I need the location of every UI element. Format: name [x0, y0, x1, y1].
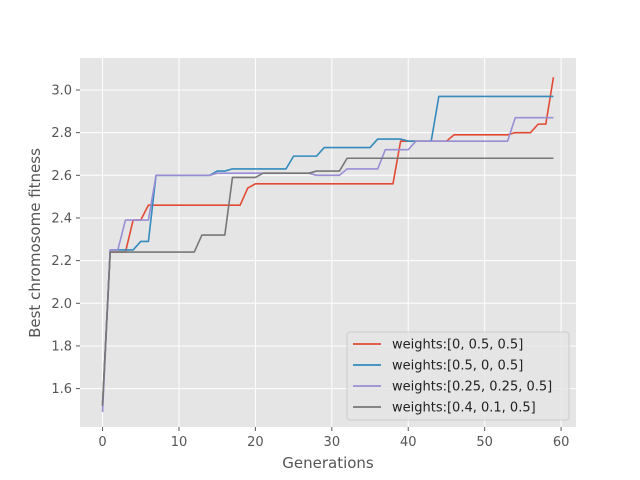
legend-label-2: weights:[0.5, 0, 0.5] [392, 359, 523, 374]
y-tick-label: 1.8 [51, 339, 72, 354]
y-tick-label: 2.2 [51, 254, 72, 269]
y-axis-label: Best chromosome fitness [26, 148, 44, 338]
y-tick-label: 2.8 [51, 126, 72, 141]
x-tick-label: 10 [171, 435, 188, 450]
y-tick-label: 2.6 [51, 169, 72, 184]
series-line-2 [101, 95, 554, 406]
series-line-4 [101, 157, 554, 406]
x-tick-label: 30 [324, 435, 341, 450]
y-tick-label: 1.6 [51, 382, 72, 397]
x-tick-label: 20 [247, 435, 264, 450]
y-tick-label: 2.4 [51, 211, 72, 226]
x-tick-label: 60 [553, 435, 570, 450]
x-tick-label: 40 [400, 435, 417, 450]
x-axis-ticks: 0 10 20 30 40 50 60 [98, 427, 569, 450]
y-tick-label: 2.0 [51, 297, 72, 312]
x-tick-label: 50 [476, 435, 493, 450]
x-axis-label: Generations [282, 454, 374, 472]
legend-box [346, 331, 570, 421]
legend: weights:[0, 0.5, 0.5] weights:[0.5, 0, 0.… [346, 331, 570, 421]
x-tick-label: 0 [98, 435, 106, 450]
series-layer [101, 77, 555, 413]
y-tick-label: 3.0 [51, 83, 72, 98]
legend-label-4: weights:[0.4, 0.1, 0.5] [392, 401, 536, 416]
legend-label-3: weights:[0.25, 0.25, 0.5] [392, 380, 552, 395]
series-line-3 [101, 116, 554, 413]
legend-label-1: weights:[0, 0.5, 0.5] [392, 338, 523, 353]
y-axis-ticks: 1.6 1.8 2.0 2.2 2.4 2.6 2.8 3.0 [51, 83, 80, 397]
